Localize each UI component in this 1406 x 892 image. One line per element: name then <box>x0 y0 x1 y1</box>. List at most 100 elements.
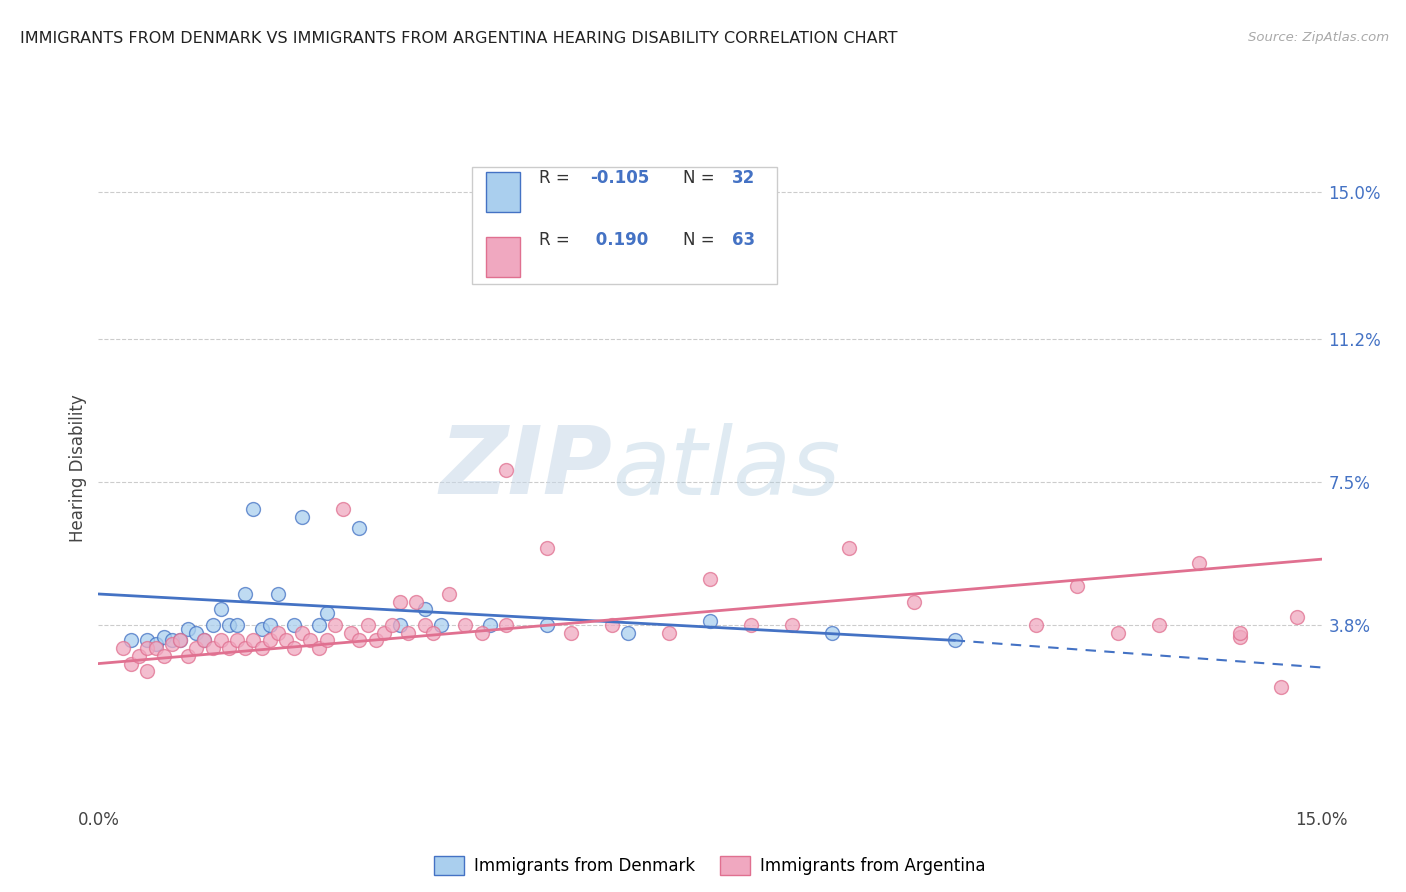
Point <box>209 602 232 616</box>
Point <box>536 541 558 555</box>
Point <box>152 648 174 663</box>
FancyBboxPatch shape <box>486 237 520 277</box>
Point <box>267 625 290 640</box>
Point <box>299 633 322 648</box>
Point <box>242 502 264 516</box>
Point <box>152 630 174 644</box>
Point <box>437 587 460 601</box>
FancyBboxPatch shape <box>486 172 520 212</box>
FancyBboxPatch shape <box>471 168 778 285</box>
Point <box>349 521 371 535</box>
Point <box>560 625 582 640</box>
Text: R =: R = <box>538 169 575 187</box>
Point <box>120 633 142 648</box>
Point <box>242 633 264 648</box>
Y-axis label: Hearing Disability: Hearing Disability <box>69 394 87 542</box>
Point <box>218 641 240 656</box>
Point <box>233 587 256 601</box>
Point <box>903 595 925 609</box>
Point <box>699 572 721 586</box>
Point <box>780 618 803 632</box>
Point <box>422 625 444 640</box>
Point <box>381 618 404 632</box>
Point <box>413 602 436 616</box>
Point <box>291 509 314 524</box>
Point <box>740 618 762 632</box>
Point <box>373 625 395 640</box>
Point <box>1286 610 1309 624</box>
Text: -0.105: -0.105 <box>591 169 650 187</box>
Text: 63: 63 <box>733 231 755 249</box>
Point <box>1270 680 1292 694</box>
Point <box>478 618 501 632</box>
Point <box>169 633 191 648</box>
Text: atlas: atlas <box>612 423 841 514</box>
Point <box>259 618 281 632</box>
Point <box>283 618 305 632</box>
Point <box>1229 625 1251 640</box>
Point <box>1066 579 1088 593</box>
Point <box>226 618 249 632</box>
Point <box>600 618 623 632</box>
Point <box>136 633 159 648</box>
Point <box>160 633 183 648</box>
Point <box>405 595 427 609</box>
Point <box>201 641 224 656</box>
Point <box>128 648 150 663</box>
Point <box>308 618 330 632</box>
Point <box>259 633 281 648</box>
Point <box>226 633 249 648</box>
Point <box>136 641 159 656</box>
Point <box>291 625 314 640</box>
Point <box>943 633 966 648</box>
Point <box>209 633 232 648</box>
Point <box>193 633 215 648</box>
Point <box>169 633 191 648</box>
Point <box>1229 630 1251 644</box>
Point <box>323 618 346 632</box>
Point <box>364 633 387 648</box>
Text: Source: ZipAtlas.com: Source: ZipAtlas.com <box>1249 31 1389 45</box>
Point <box>186 641 208 656</box>
Point <box>495 463 517 477</box>
Text: ZIP: ZIP <box>439 422 612 515</box>
Point <box>396 625 419 640</box>
Text: IMMIGRANTS FROM DENMARK VS IMMIGRANTS FROM ARGENTINA HEARING DISABILITY CORRELAT: IMMIGRANTS FROM DENMARK VS IMMIGRANTS FR… <box>20 31 897 46</box>
Point <box>160 637 183 651</box>
Point <box>120 657 142 671</box>
Point <box>349 633 371 648</box>
Point <box>315 633 337 648</box>
Point <box>274 633 297 648</box>
Point <box>145 641 167 656</box>
Point <box>389 595 412 609</box>
Point <box>617 625 640 640</box>
Point <box>356 618 378 632</box>
Text: 0.190: 0.190 <box>591 231 648 249</box>
Point <box>389 618 412 632</box>
Point <box>250 622 273 636</box>
Text: 32: 32 <box>733 169 755 187</box>
Point <box>315 607 337 621</box>
Point <box>1147 618 1170 632</box>
Text: N =: N = <box>683 231 720 249</box>
Point <box>413 618 436 632</box>
Point <box>233 641 256 656</box>
Point <box>658 625 681 640</box>
Point <box>1107 625 1129 640</box>
Point <box>177 648 200 663</box>
Point <box>1025 618 1047 632</box>
Point <box>111 641 134 656</box>
Point <box>145 637 167 651</box>
Point <box>699 614 721 628</box>
Point <box>495 618 517 632</box>
Point <box>218 618 240 632</box>
Point <box>136 665 159 679</box>
Point <box>471 625 494 640</box>
Point <box>193 633 215 648</box>
Point <box>283 641 305 656</box>
Point <box>332 502 354 516</box>
Point <box>308 641 330 656</box>
Text: N =: N = <box>683 169 720 187</box>
Point <box>1188 556 1211 570</box>
Point <box>536 618 558 632</box>
